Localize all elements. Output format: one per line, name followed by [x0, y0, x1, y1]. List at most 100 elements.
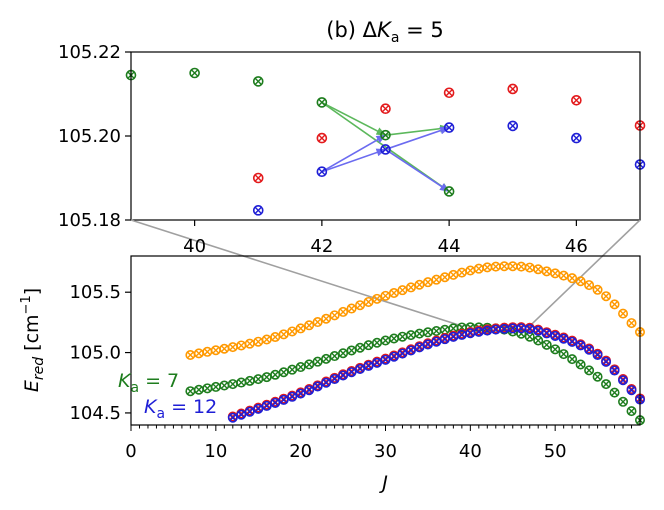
bottom-point-orange — [541, 266, 552, 277]
top-point-green — [189, 67, 200, 79]
bottom-point-orange — [448, 269, 459, 280]
bottom-point-orange — [558, 270, 569, 281]
top-title: (b) ΔKa = 5 — [326, 18, 443, 46]
bottom-xtick-label: 20 — [289, 441, 312, 462]
bottom-point-Ka=7 — [541, 339, 552, 350]
bottom-point-Ka=12 — [261, 400, 272, 411]
bottom-point-Ka=7 — [287, 364, 298, 375]
bottom-point-Ka=12 — [601, 356, 612, 367]
bottom-point-Ka=7 — [185, 386, 196, 397]
bottom-point-orange — [499, 261, 510, 272]
bottom-point-Ka=12 — [584, 344, 595, 355]
bottom-point-orange — [202, 346, 213, 357]
bottom-point-Ka=12 — [414, 342, 425, 353]
bottom-point-Ka=12 — [346, 367, 357, 378]
bottom-point-orange — [422, 277, 433, 288]
bottom-xtick-label: 40 — [459, 441, 482, 462]
bottom-point-orange — [253, 336, 264, 347]
bottom-point-orange — [270, 332, 281, 343]
bottom-point-Ka=7 — [431, 326, 442, 337]
bottom-point-Ka=12 — [329, 374, 340, 385]
bottom-point-Ka=7 — [261, 372, 272, 383]
top-plot-area — [125, 67, 646, 216]
bottom-point-Ka=7 — [338, 348, 349, 359]
bottom-point-orange — [372, 293, 383, 304]
bottom-point-orange — [210, 345, 221, 356]
bottom-point-orange — [567, 273, 578, 284]
top-point-red — [443, 87, 455, 99]
bottom-point-Ka=12 — [321, 377, 332, 388]
bottom-point-Ka=7 — [202, 383, 213, 394]
bottom-point-orange — [355, 300, 366, 311]
bottom-point-Ka=7 — [363, 340, 374, 351]
bottom-ytick-label: 105.0 — [69, 343, 121, 364]
bottom-point-Ka=7 — [533, 335, 544, 346]
bottom-point-Ka=12 — [278, 394, 289, 405]
bottom-point-Ka=7 — [618, 396, 629, 407]
bottom-point-orange — [278, 329, 289, 340]
bottom-point-Ka=7 — [388, 333, 399, 344]
top-point-red — [316, 132, 328, 144]
bottom-point-Ka=7 — [278, 367, 289, 378]
bottom-point-Ka=12 — [405, 345, 416, 356]
bottom-point-Ka=7 — [397, 331, 408, 342]
bottom-xtick-label: 0 — [125, 441, 136, 462]
bottom-point-Ka=12 — [287, 391, 298, 402]
bottom-point-orange — [507, 261, 518, 272]
top-point-green — [380, 129, 391, 141]
top-point-blue — [443, 122, 455, 133]
bottom-point-orange — [490, 261, 501, 272]
bottom-point-Ka=12 — [338, 370, 349, 381]
bottom-point-Ka=7 — [405, 330, 416, 341]
transition-arrow — [321, 148, 387, 173]
bottom-point-orange — [321, 313, 332, 324]
bottom-point-Ka=12 — [422, 339, 433, 350]
bottom-point-Ka=7 — [414, 328, 425, 339]
bottom-point-orange — [618, 308, 629, 319]
bottom-point-Ka=7 — [329, 351, 340, 362]
bottom-point-Ka=7 — [567, 354, 578, 365]
bottom-point-Ka=12 — [490, 324, 501, 335]
bottom-point-orange — [219, 343, 230, 354]
bottom-point-Ka=7 — [346, 345, 357, 356]
bottom-point-Ka=7 — [609, 387, 620, 398]
transition-arrow — [321, 134, 387, 173]
bottom-point-Ka=7 — [295, 362, 306, 373]
bottom-point-orange — [287, 326, 298, 337]
bottom-point-Ka=7 — [550, 344, 561, 355]
bottom-point-Ka=12 — [380, 354, 391, 365]
annotation-ka7: Ka = 7 — [118, 370, 179, 396]
bottom-point-Ka=7 — [439, 324, 450, 335]
bottom-point-Ka=12 — [244, 406, 255, 417]
bottom-point-Ka=7 — [193, 384, 204, 395]
bottom-point-orange — [524, 262, 535, 273]
annotation-ka12: Ka = 12 — [144, 396, 217, 422]
bottom-point-orange — [575, 276, 586, 287]
bottom-point-orange — [592, 284, 603, 295]
bottom-point-Ka=7 — [601, 379, 612, 390]
top-point-blue — [252, 205, 264, 216]
bottom-point-orange — [414, 279, 425, 290]
bottom-point-Ka=12 — [363, 360, 374, 371]
bottom-point-Ka=12 — [397, 348, 408, 359]
bottom-point-Ka=7 — [584, 365, 595, 376]
bottom-point-orange — [244, 338, 255, 349]
bottom-point-Ka=12 — [567, 336, 578, 347]
bottom-xlabel: J — [378, 472, 388, 494]
top-point-green — [443, 186, 455, 197]
bottom-point-orange — [185, 349, 196, 360]
bottom-point-Ka=12 — [236, 409, 247, 420]
transition-arrow — [321, 101, 387, 136]
top-ytick-label: 105.22 — [58, 42, 121, 63]
bottom-plot-area — [185, 261, 645, 426]
bottom-point-orange — [550, 268, 561, 279]
bottom-point-Ka=7 — [236, 377, 247, 388]
top-ytick-label: 105.18 — [58, 210, 121, 231]
bottom-point-Ka=7 — [219, 380, 230, 391]
bottom-point-Ka=7 — [304, 359, 315, 370]
bottom-point-orange — [329, 310, 340, 321]
bottom-point-orange — [338, 306, 349, 317]
bottom-point-orange — [533, 264, 544, 275]
bottom-point-Ka=12 — [253, 403, 264, 414]
